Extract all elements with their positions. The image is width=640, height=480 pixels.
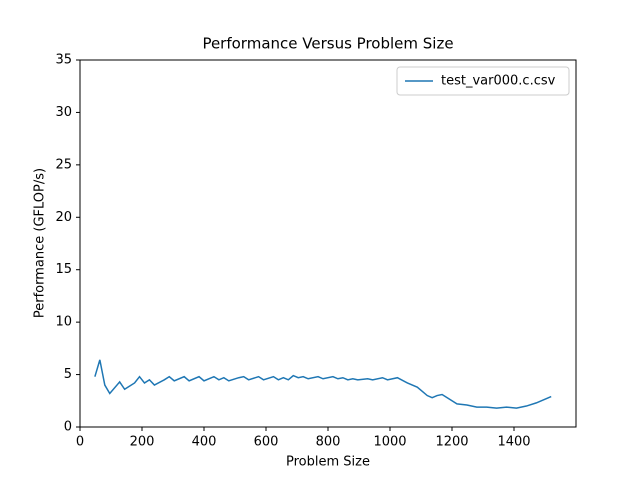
chart-title: Performance Versus Problem Size [202,35,453,53]
x-tick-label: 400 [192,435,217,450]
plot-frame [79,59,577,428]
legend-label: test_var000.c.csv [441,74,556,89]
x-tick-label: 1400 [497,435,530,450]
y-tick-label: 0 [64,420,72,435]
y-tick-label: 20 [55,210,72,225]
legend-box [396,66,570,96]
x-tick-label: 800 [316,435,341,450]
y-tick-label: 10 [55,315,72,330]
y-tick-label: 30 [55,105,72,120]
y-tick-label: 35 [55,53,72,68]
data-line [94,359,552,409]
y-tick-label: 25 [55,157,72,172]
x-axis-label: Problem Size [286,455,370,470]
x-tick-label: 600 [254,435,279,450]
x-tick-label: 1200 [435,435,468,450]
x-tick-label: 0 [76,435,84,450]
y-tick-label: 15 [55,262,72,277]
x-tick-label: 1000 [373,435,406,450]
y-axis-label: Performance (GFLOP/s) [33,168,48,318]
y-tick-label: 5 [64,367,72,382]
x-tick-label: 200 [130,435,155,450]
